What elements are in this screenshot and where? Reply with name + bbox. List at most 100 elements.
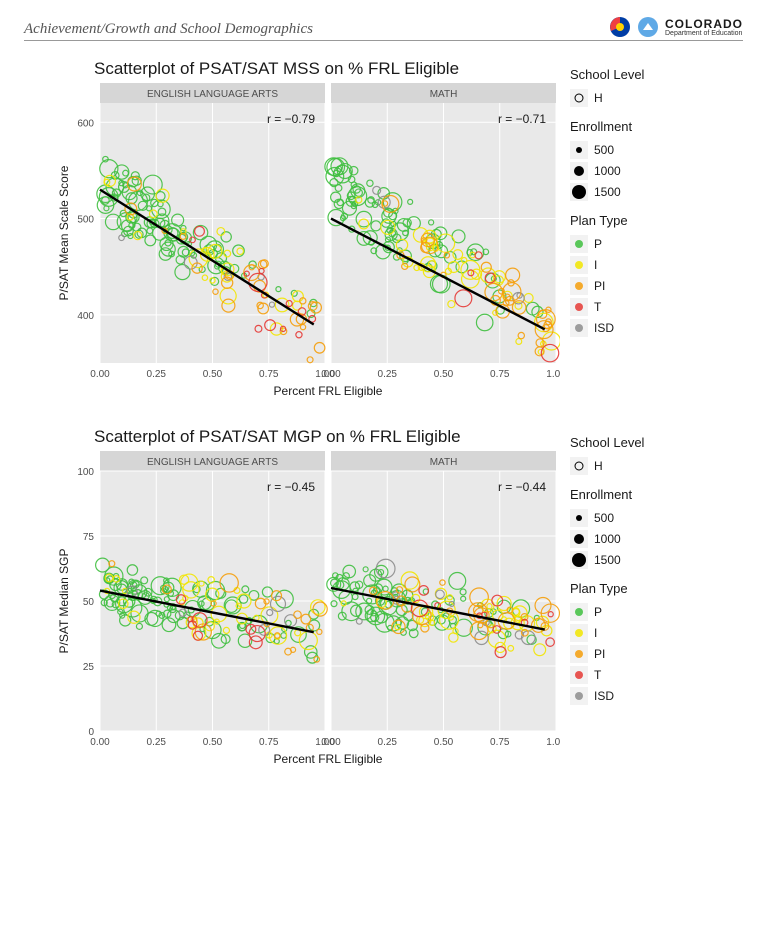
svg-text:0.25: 0.25: [378, 737, 398, 748]
legend-item: I: [570, 624, 644, 642]
svg-text:MATH: MATH: [430, 89, 458, 100]
svg-text:Percent FRL Eligible: Percent FRL Eligible: [274, 384, 383, 398]
svg-text:0.75: 0.75: [490, 369, 510, 380]
legend-section-title: Enrollment: [570, 487, 644, 502]
legend-label: 1500: [594, 185, 621, 199]
legend-section-title: Plan Type: [570, 581, 644, 596]
svg-text:400: 400: [77, 311, 94, 322]
legend-item: T: [570, 666, 644, 684]
legend-item: 500: [570, 141, 644, 159]
legend-items: 500 1000 1500: [570, 141, 644, 201]
svg-text:0.25: 0.25: [378, 369, 398, 380]
legend-label: I: [594, 626, 597, 640]
legend-swatch: [570, 530, 588, 548]
svg-text:1.00: 1.00: [546, 737, 560, 748]
plot-title: Scatterplot of PSAT/SAT MGP on % FRL Eli…: [94, 427, 560, 447]
org-logo: COLORADO Department of Education: [609, 16, 743, 38]
svg-text:r = −0.79: r = −0.79: [267, 112, 315, 126]
legend-section-title: Enrollment: [570, 119, 644, 134]
legend-item: PI: [570, 645, 644, 663]
svg-text:500: 500: [77, 215, 94, 226]
legend-label: P: [594, 237, 602, 251]
svg-text:0.00: 0.00: [321, 369, 341, 380]
legend-item: PI: [570, 277, 644, 295]
legend-swatch: [570, 298, 588, 316]
legend-item: 1500: [570, 183, 644, 201]
legend-label: T: [594, 668, 601, 682]
svg-text:0.75: 0.75: [259, 369, 279, 380]
legend-item: P: [570, 235, 644, 253]
legend-swatch: [570, 256, 588, 274]
legend: School LevelHEnrollment50010001500Plan T…: [570, 427, 644, 705]
svg-text:ENGLISH LANGUAGE ARTS: ENGLISH LANGUAGE ARTS: [147, 89, 278, 100]
legend-swatch: [570, 687, 588, 705]
svg-text:0.25: 0.25: [147, 737, 167, 748]
legend-label: H: [594, 91, 603, 105]
svg-text:75: 75: [83, 532, 95, 543]
svg-text:0.50: 0.50: [434, 369, 454, 380]
svg-text:0.50: 0.50: [434, 737, 454, 748]
legend-item: T: [570, 298, 644, 316]
legend-label: T: [594, 300, 601, 314]
svg-text:Percent FRL Eligible: Percent FRL Eligible: [274, 752, 383, 766]
svg-text:600: 600: [77, 118, 94, 129]
figure-block: Scatterplot of PSAT/SAT MGP on % FRL Eli…: [54, 427, 743, 771]
svg-text:100: 100: [77, 467, 94, 478]
legend-swatch: [570, 183, 588, 201]
logo-colorado-icon: [609, 16, 631, 38]
legend-item: I: [570, 256, 644, 274]
svg-text:ENGLISH LANGUAGE ARTS: ENGLISH LANGUAGE ARTS: [147, 457, 278, 468]
legend-section-title: School Level: [570, 67, 644, 82]
legend-label: PI: [594, 279, 605, 293]
legend-item: ISD: [570, 687, 644, 705]
legend-swatch: [570, 551, 588, 569]
facet-svg: ENGLISH LANGUAGE ARTS r = −0.45 0.00 0.25 0.…: [54, 451, 560, 771]
legend-label: ISD: [594, 689, 614, 703]
legend-label: 500: [594, 511, 614, 525]
legend-item: P: [570, 603, 644, 621]
legend-swatch: [570, 457, 588, 475]
svg-text:0.50: 0.50: [203, 369, 223, 380]
facet-svg: ENGLISH LANGUAGE ARTS r = −0.79 0.00 0.25 0.…: [54, 83, 560, 403]
legend-item: H: [570, 457, 644, 475]
legend-item: ISD: [570, 319, 644, 337]
figure-block: Scatterplot of PSAT/SAT MSS on % FRL Eli…: [54, 59, 743, 403]
svg-text:0.00: 0.00: [90, 369, 110, 380]
legend-section-title: Plan Type: [570, 213, 644, 228]
legend-swatch: [570, 645, 588, 663]
svg-text:0: 0: [88, 727, 94, 738]
legend-swatch: [570, 235, 588, 253]
legend-label: I: [594, 258, 597, 272]
legend-item: 1500: [570, 551, 644, 569]
svg-text:P/SAT Median SGP: P/SAT Median SGP: [57, 549, 71, 654]
legend-swatch: [570, 509, 588, 527]
plot-area: Scatterplot of PSAT/SAT MGP on % FRL Eli…: [54, 427, 560, 771]
svg-text:r = −0.45: r = −0.45: [267, 480, 315, 494]
legend-label: 1000: [594, 164, 621, 178]
svg-text:0.25: 0.25: [147, 369, 167, 380]
legend: School Level H Enrollment 500 1000 1500 Plan T…: [570, 59, 644, 337]
legend-items: PI PI T ISD: [570, 603, 644, 705]
legend-swatch: [570, 141, 588, 159]
legend-swatch: [570, 319, 588, 337]
svg-text:0.50: 0.50: [203, 737, 223, 748]
legend-items: H: [570, 89, 644, 107]
svg-text:0.75: 0.75: [259, 737, 279, 748]
legend-swatch: [570, 89, 588, 107]
legend-item: 1000: [570, 162, 644, 180]
svg-text:MATH: MATH: [430, 457, 458, 468]
org-name-small: Department of Education: [665, 30, 743, 37]
legend-label: P: [594, 605, 602, 619]
legend-swatch: [570, 624, 588, 642]
legend-swatch: [570, 666, 588, 684]
legend-items: PI PI T ISD: [570, 235, 644, 337]
legend-items: H: [570, 457, 644, 475]
svg-text:25: 25: [83, 662, 95, 673]
svg-text:50: 50: [83, 597, 95, 608]
plot-area: Scatterplot of PSAT/SAT MSS on % FRL Eli…: [54, 59, 560, 403]
legend-section-title: School Level: [570, 435, 644, 450]
svg-text:0.00: 0.00: [321, 737, 341, 748]
legend-swatch: [570, 603, 588, 621]
page-header: Achievement/Growth and School Demographi…: [24, 16, 743, 41]
svg-text:0.00: 0.00: [90, 737, 110, 748]
